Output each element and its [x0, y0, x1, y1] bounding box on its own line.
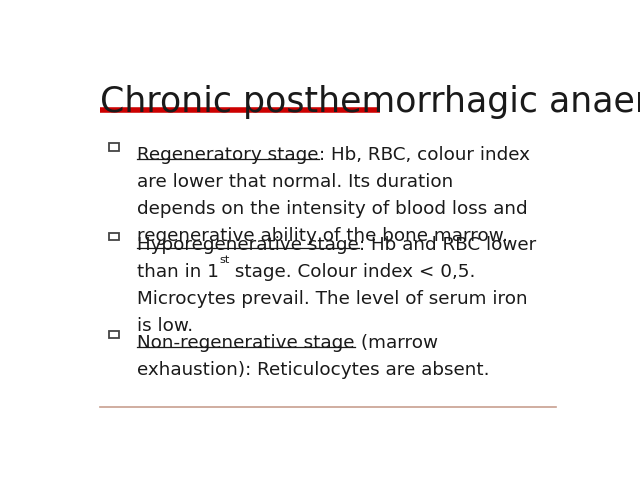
- Text: stage. Colour index < 0,5.: stage. Colour index < 0,5.: [229, 263, 476, 281]
- Text: are lower that normal. Its duration: are lower that normal. Its duration: [137, 173, 453, 192]
- Text: than in 1: than in 1: [137, 263, 219, 281]
- Text: : Hb and RBC lower: : Hb and RBC lower: [359, 236, 536, 254]
- Text: Regeneratory stage: Regeneratory stage: [137, 146, 319, 164]
- Text: is low.: is low.: [137, 317, 193, 335]
- Text: Chronic posthemorrhagic anaemia: Chronic posthemorrhagic anaemia: [100, 85, 640, 120]
- Text: : Hb, RBC, colour index: : Hb, RBC, colour index: [319, 146, 529, 164]
- Text: Microcytes prevail. The level of serum iron: Microcytes prevail. The level of serum i…: [137, 290, 527, 308]
- Text: depends on the intensity of blood loss and: depends on the intensity of blood loss a…: [137, 200, 527, 218]
- Text: (marrow: (marrow: [355, 334, 438, 352]
- Text: exhaustion): Reticulocytes are absent.: exhaustion): Reticulocytes are absent.: [137, 361, 490, 379]
- Text: st: st: [219, 254, 229, 264]
- Text: regenerative ability of the bone marrow.: regenerative ability of the bone marrow.: [137, 227, 508, 245]
- Text: Non-regenerative stage: Non-regenerative stage: [137, 334, 355, 352]
- Text: Hyporegenerative stage: Hyporegenerative stage: [137, 236, 359, 254]
